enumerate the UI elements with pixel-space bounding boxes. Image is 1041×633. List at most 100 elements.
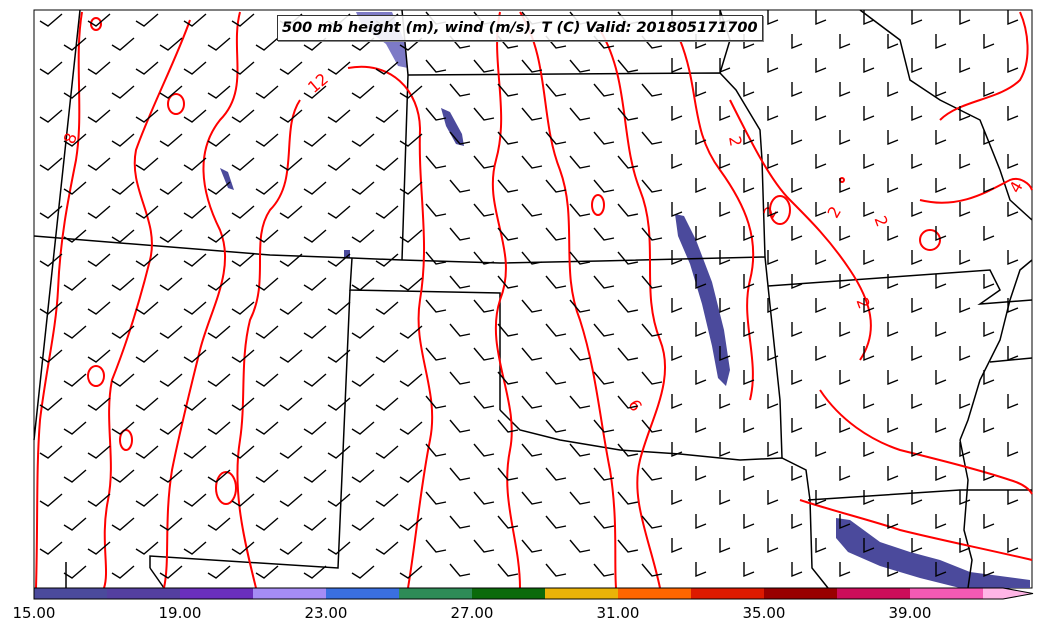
wind-barb — [959, 250, 971, 266]
wind-barb — [497, 323, 519, 337]
wind-barb — [231, 493, 255, 507]
wind-barb — [351, 85, 375, 99]
wind-barb — [935, 82, 947, 98]
wind-barb — [671, 394, 683, 410]
wind-barb — [719, 106, 731, 122]
wind-barb — [39, 13, 63, 27]
wind-barb — [695, 418, 707, 434]
wind-barb — [351, 565, 375, 579]
wind-barb — [671, 154, 683, 170]
wind-barb — [111, 37, 135, 51]
wind-barb — [569, 347, 591, 361]
colorbar-swatch — [180, 588, 254, 599]
wind-barb — [1007, 442, 1019, 458]
wind-barb — [449, 179, 471, 193]
wind-barb — [207, 277, 231, 291]
wind-barb — [521, 299, 543, 313]
wind-barb — [791, 34, 803, 50]
wind-barb — [695, 370, 707, 386]
wind-barb — [183, 61, 207, 75]
wind-barb — [593, 467, 615, 481]
wind-barb — [375, 349, 399, 363]
wind-barb — [767, 250, 779, 266]
wind-barb — [569, 251, 591, 265]
wind-barb — [303, 37, 327, 51]
wind-barb — [983, 370, 995, 386]
wind-barb — [617, 251, 639, 265]
wind-barb — [743, 466, 755, 482]
jet-streak-louisiana — [836, 518, 1030, 588]
wind-barb — [545, 323, 567, 337]
wind-barb — [159, 277, 183, 291]
wind-barb — [497, 227, 519, 241]
wind-barb — [617, 491, 639, 505]
wind-barb — [911, 298, 923, 314]
wind-barb — [911, 250, 923, 266]
isotherm-se — [819, 389, 1033, 495]
wind-barb — [545, 227, 567, 241]
wind-barb — [159, 373, 183, 387]
wind-barb — [767, 10, 779, 26]
wind-barb — [641, 419, 663, 433]
wind-barb — [983, 226, 995, 242]
wind-barb — [303, 565, 327, 579]
wind-barb — [743, 226, 755, 242]
wind-barb — [63, 37, 87, 51]
wind-barb — [641, 179, 663, 193]
wind-barb — [1007, 490, 1019, 506]
wind-barb — [935, 322, 947, 338]
wind-barb — [767, 394, 779, 410]
wind-barb — [1007, 298, 1019, 314]
wind-barb — [449, 323, 471, 337]
wind-barb — [521, 539, 543, 553]
wind-barb — [375, 541, 399, 555]
wind-barb — [911, 538, 923, 554]
wind-barb — [207, 469, 231, 483]
wind-barb — [183, 397, 207, 411]
wind-barb — [617, 539, 639, 553]
wind-barb — [743, 274, 755, 290]
isotherm-east-2 — [729, 99, 872, 361]
wind-barb — [815, 10, 827, 26]
wind-barb — [135, 301, 159, 315]
wind-barb — [641, 83, 663, 97]
wind-barb — [159, 229, 183, 243]
isotherm-west-1 — [35, 11, 83, 589]
wind-barb — [111, 421, 135, 435]
wind-barb — [39, 301, 63, 315]
wind-barb — [695, 274, 707, 290]
wind-barb — [1007, 106, 1019, 122]
wind-barb — [911, 394, 923, 410]
wind-barb — [935, 562, 947, 578]
wind-barb — [303, 85, 327, 99]
wind-barb — [839, 418, 851, 434]
wind-barb — [183, 109, 207, 123]
wind-barb — [1007, 250, 1019, 266]
wind-barb — [399, 373, 423, 387]
wind-barb — [863, 394, 875, 410]
wind-barb — [183, 253, 207, 267]
wind-barb — [425, 395, 447, 409]
wind-barb — [671, 538, 683, 554]
wind-barb — [183, 157, 207, 171]
wind-barb — [111, 277, 135, 291]
wind-barb — [303, 373, 327, 387]
colorbar-tick-label: 23.00 — [305, 604, 348, 622]
colorbar-tick-label: 35.00 — [743, 604, 786, 622]
wind-barb — [593, 275, 615, 289]
wind-barb — [641, 467, 663, 481]
wind-barb — [743, 418, 755, 434]
wind-barb — [593, 515, 615, 529]
wind-barb — [279, 349, 303, 363]
wind-barb — [695, 466, 707, 482]
wind-barb — [569, 203, 591, 217]
wind-barb — [521, 203, 543, 217]
wind-barb — [887, 562, 899, 578]
colorbar-swatch — [691, 588, 765, 599]
wind-barb — [87, 349, 111, 363]
wind-barb — [887, 274, 899, 290]
wind-barb — [159, 469, 183, 483]
wind-barb — [839, 322, 851, 338]
wind-barb — [743, 178, 755, 194]
wind-barb — [569, 395, 591, 409]
